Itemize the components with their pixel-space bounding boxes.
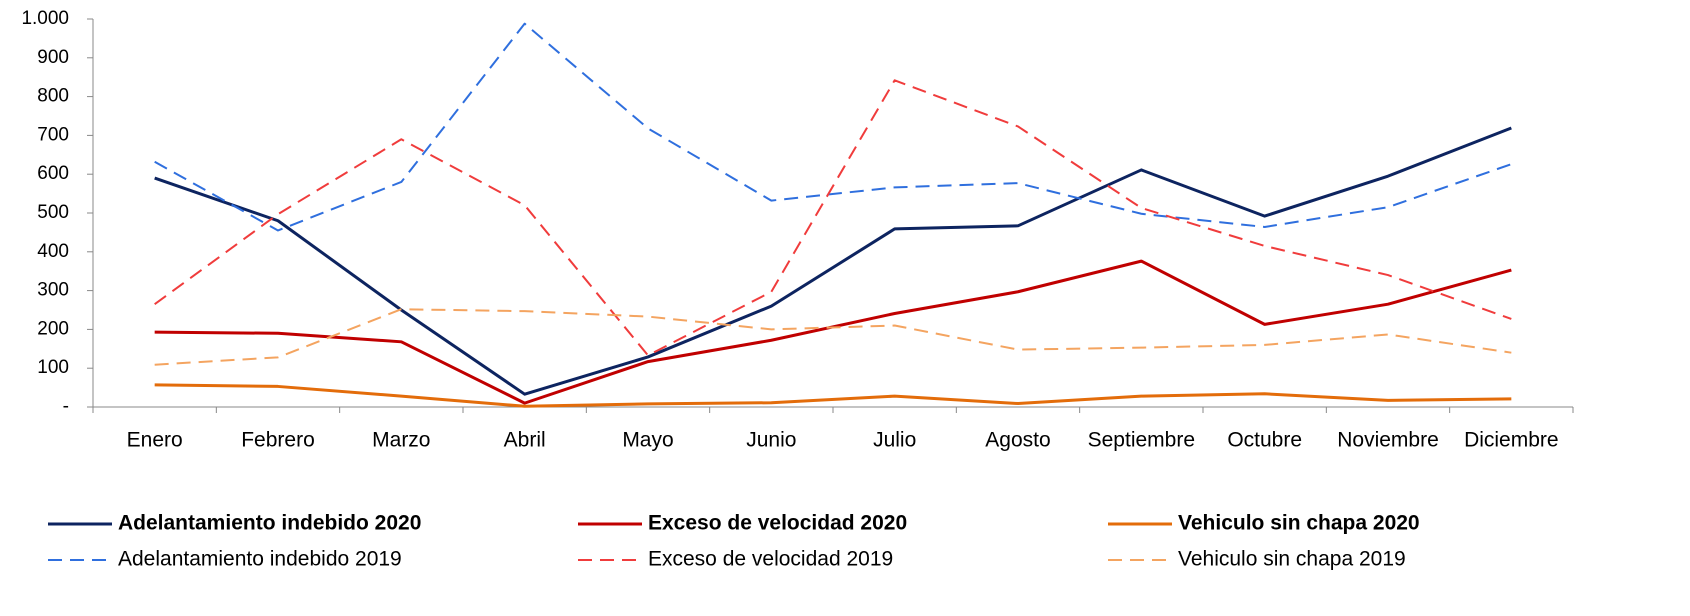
y-tick-label: 200 (37, 318, 69, 339)
x-tick-label: Febrero (241, 429, 315, 452)
x-tick-label: Enero (127, 429, 183, 452)
x-tick-label: Noviembre (1337, 429, 1439, 452)
series-line (154, 308, 1512, 366)
legend-label: Adelantamiento indebido 2020 (118, 512, 421, 535)
x-tick-label: Junio (746, 429, 796, 452)
x-tick-label: Mayo (622, 429, 673, 452)
y-tick-label: 800 (37, 86, 69, 107)
y-tick-label: 300 (37, 280, 69, 301)
x-tick-label: Marzo (372, 429, 430, 452)
y-tick-label: 700 (37, 124, 69, 145)
x-tick-label: Abril (504, 429, 546, 452)
legend-label: Vehiculo sin chapa 2019 (1178, 548, 1406, 571)
x-tick-label: Diciembre (1464, 429, 1559, 452)
legend-label: Adelantamiento indebido 2019 (118, 548, 402, 571)
y-tick-label: 1.000 (21, 8, 69, 29)
series-line (154, 126, 1512, 396)
series-line (154, 22, 1512, 232)
x-tick-label: Octubre (1227, 429, 1302, 452)
x-tick-label: Julio (873, 429, 916, 452)
legend-label: Exceso de velocidad 2020 (648, 512, 907, 535)
series-line (154, 383, 1512, 408)
legend-label: Exceso de velocidad 2019 (648, 548, 893, 571)
series-line (154, 79, 1512, 357)
y-tick-label: 100 (37, 357, 69, 378)
legend-label: Vehiculo sin chapa 2020 (1178, 512, 1420, 535)
y-tick-label: 600 (37, 163, 69, 184)
series-line (154, 259, 1512, 405)
y-tick-label: 900 (37, 47, 69, 68)
y-tick-label: - (63, 396, 69, 417)
y-tick-label: 400 (37, 241, 69, 262)
x-tick-label: Septiembre (1088, 429, 1195, 452)
y-tick-label: 500 (37, 202, 69, 223)
x-tick-label: Agosto (985, 429, 1050, 452)
